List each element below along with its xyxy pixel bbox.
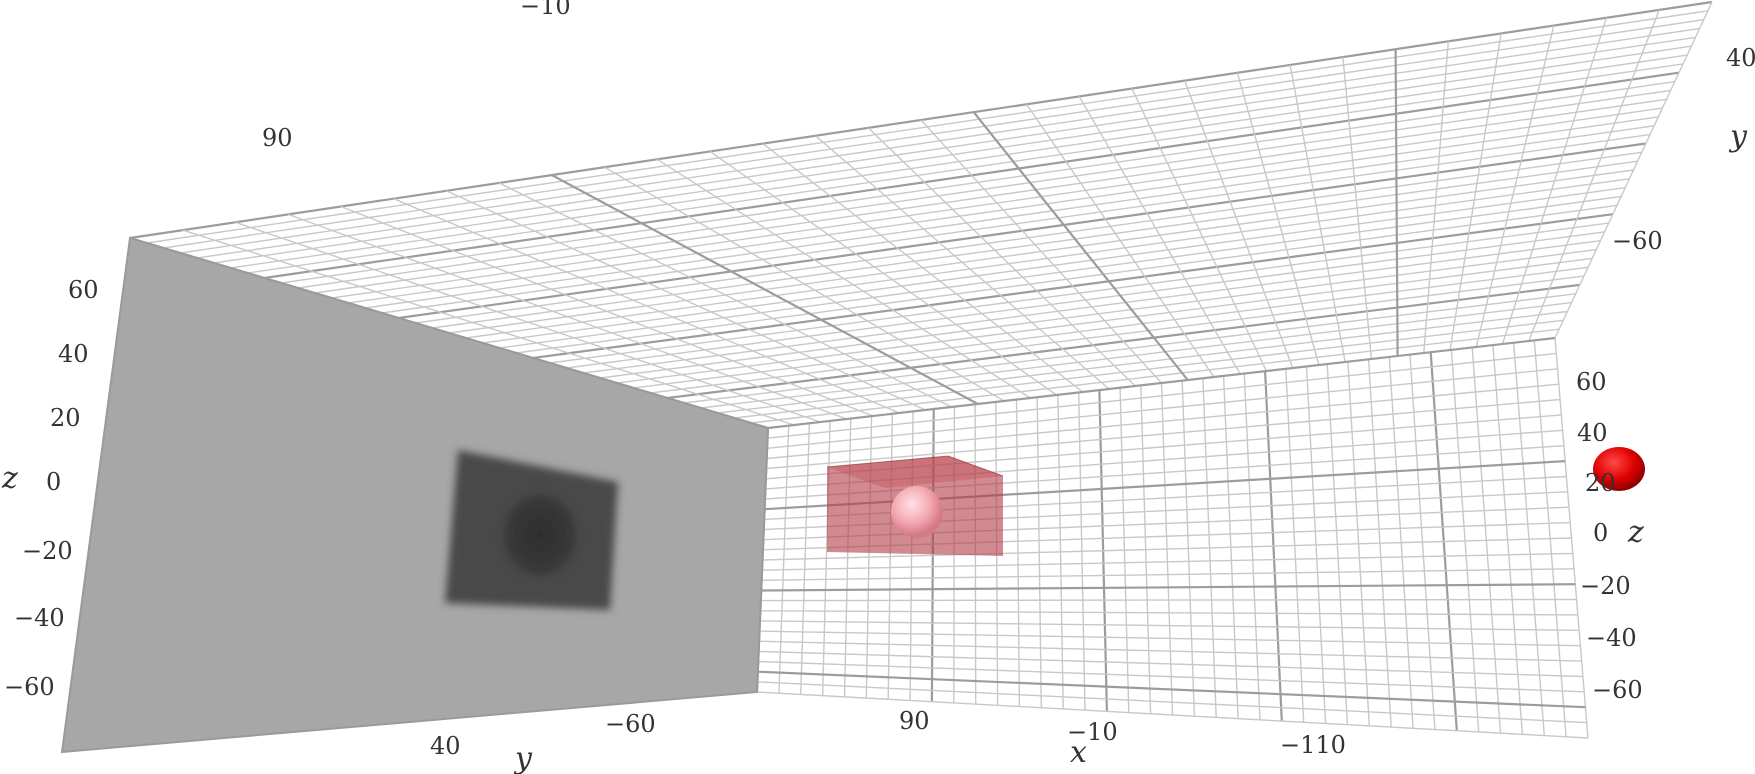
z-tick-right-6: −40 (1586, 624, 1637, 652)
y-tick-right-1: 40 (1726, 44, 1755, 72)
wall-line-v0 (768, 338, 1555, 428)
y-tick-right-2: −60 (1612, 227, 1663, 255)
z-tick-left-7: −60 (4, 673, 55, 701)
x-axis-label: x (1070, 735, 1087, 770)
wall-line-v2 (767, 369, 1557, 449)
z-tick-right-7: −60 (1592, 676, 1643, 704)
z-tick-right-2: 40 (1577, 419, 1608, 447)
y-tick-bottom-1: 40 (430, 732, 461, 760)
wall-line-v4 (766, 400, 1560, 469)
z-axis-label-left: z (1, 461, 18, 496)
z-tick-left-2: 40 (58, 340, 89, 368)
ceiling-line-v25 (1424, 41, 1449, 353)
shadow-sphere (504, 495, 576, 575)
z-tick-right-4: 0 (1593, 519, 1608, 547)
z-tick-left-3: 20 (50, 404, 81, 432)
ceiling-line-v13 (816, 136, 1110, 389)
z-tick-right-3: 20 (1585, 469, 1616, 497)
x-tick-1: 90 (899, 707, 930, 735)
z-tick-left-6: −40 (14, 604, 65, 632)
z-tick-left-1: 60 (68, 276, 99, 304)
z-tick-left-5: −20 (22, 537, 73, 565)
z-tick-left-4: 0 (46, 468, 61, 496)
ceiling-line-v10 (657, 159, 1030, 398)
wall-line-v17 (761, 600, 1577, 601)
y-axis-label-bottom: y (513, 741, 533, 774)
y-axis-label-right: y (1728, 119, 1748, 154)
z-tick-right-1: 60 (1576, 368, 1607, 396)
y-tick-bottom-2: −60 (605, 710, 656, 738)
ceiling-line-v8 (552, 175, 978, 404)
x-tick-3: −110 (1280, 731, 1346, 759)
ceiling-line-v24 (1396, 49, 1398, 356)
ceiling-line-v21 (1237, 73, 1319, 365)
y-tick-top-1: −10 (520, 0, 571, 20)
ceiling-line-v27 (1476, 26, 1554, 347)
y-tick-top-2: 90 (262, 124, 293, 152)
z-axis-label-right: z (1627, 515, 1644, 550)
z-tick-right-5: −20 (1580, 572, 1631, 600)
ceiling-line-v19 (1132, 89, 1267, 372)
sphere-inside-box (891, 486, 943, 538)
